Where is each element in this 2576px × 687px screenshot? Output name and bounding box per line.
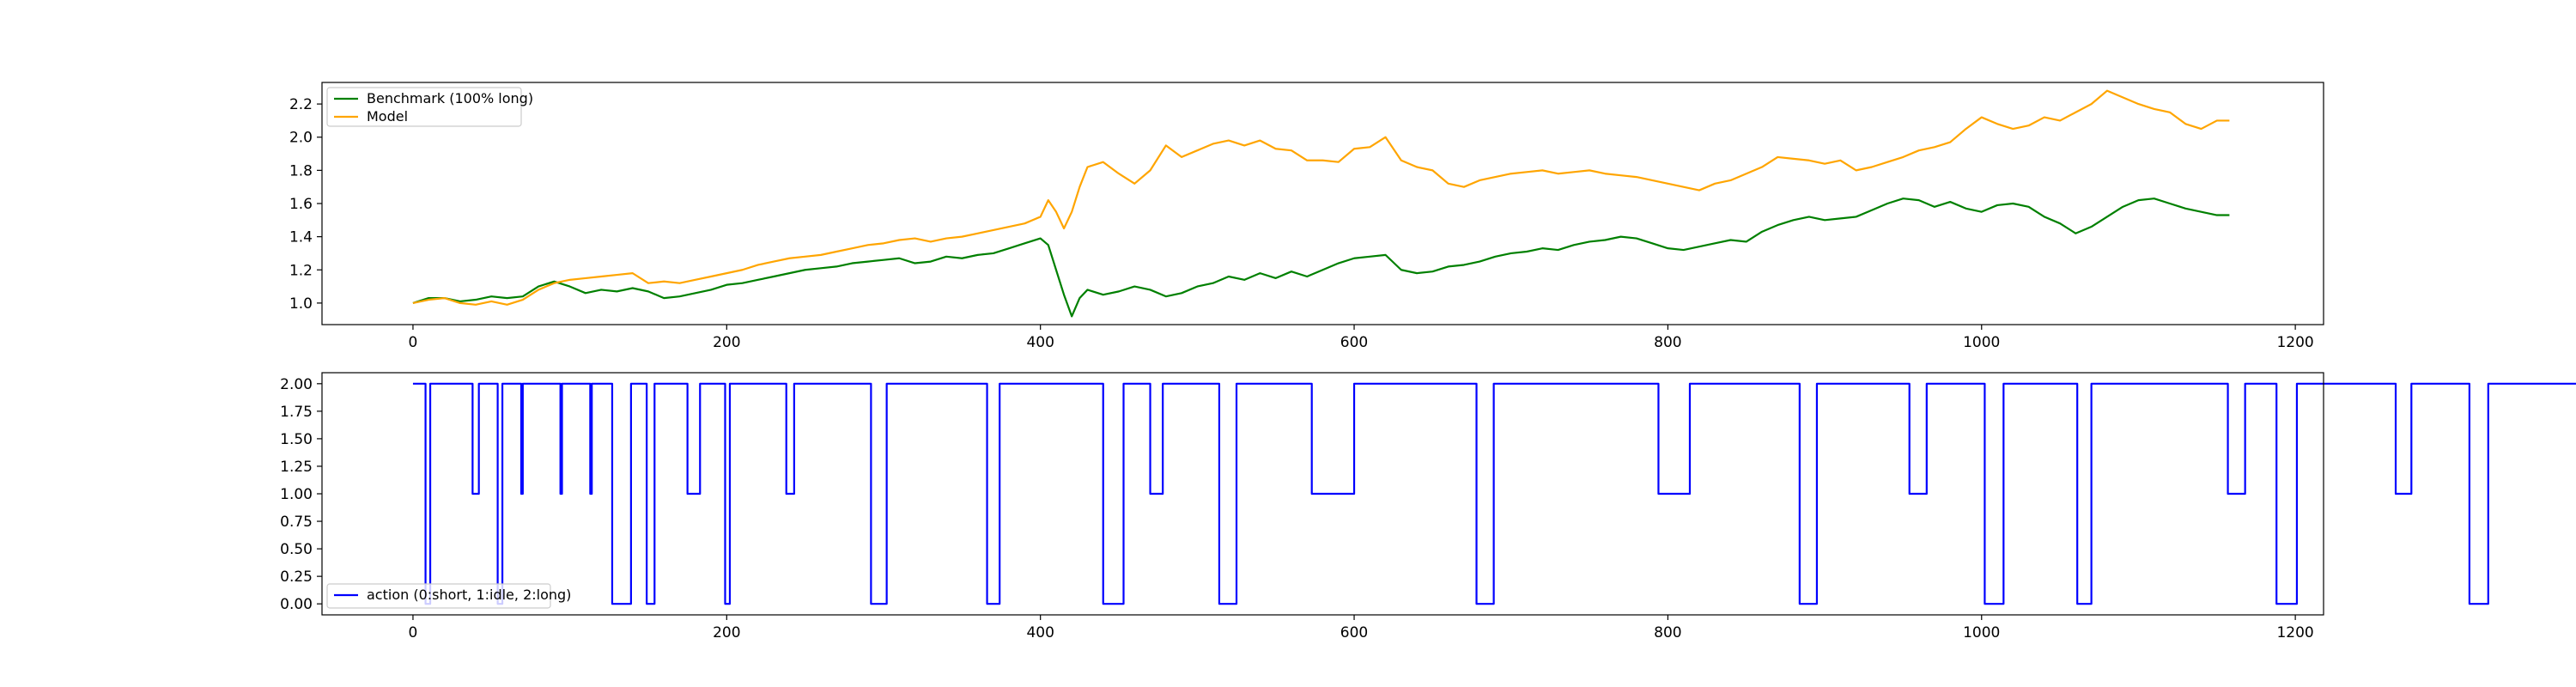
- y-tick-label: 1.50: [280, 431, 313, 448]
- y-tick-label: 1.4: [289, 229, 313, 246]
- x-tick-label: 600: [1340, 334, 1368, 351]
- legend-label: Model: [367, 108, 408, 125]
- x-tick-label: 1200: [2276, 334, 2313, 351]
- legend-label: Benchmark (100% long): [367, 90, 533, 106]
- action-legend: action (0:short, 1:idle, 2:long): [326, 583, 571, 609]
- y-tick-label: 2.00: [280, 376, 313, 393]
- x-tick-label: 200: [713, 334, 740, 351]
- y-tick-label: 1.25: [280, 459, 313, 476]
- x-tick-label: 1000: [1963, 334, 2000, 351]
- equity-chart: 0 200 400 600 800 1000 1200 1.0 1.2 1.4 1.6 1.8 2.0 2…: [289, 82, 2324, 351]
- x-tick-label: 600: [1340, 624, 1368, 641]
- y-tick-label: 0.25: [280, 568, 313, 586]
- y-tick-label: 0.50: [280, 541, 313, 558]
- y-tick-label: 1.8: [289, 162, 313, 179]
- y-tick-label: 1.6: [289, 196, 313, 213]
- series-line-1: [412, 198, 2230, 318]
- legend-box: [326, 583, 551, 609]
- y-tick-label: 0.75: [280, 514, 313, 531]
- x-tick-label: 200: [713, 624, 740, 641]
- y-tick-label: 2.0: [289, 130, 313, 147]
- x-tick-label: 400: [1026, 624, 1054, 641]
- y-tick-label: 1.0: [289, 295, 313, 313]
- x-tick-label: 0: [409, 624, 418, 641]
- x-tick-label: 800: [1654, 334, 1681, 351]
- legend-box: [326, 87, 522, 127]
- equity-legend: Benchmark (100% long) Model: [326, 87, 533, 127]
- x-tick-label: 1000: [1963, 624, 2000, 641]
- y-tick-label: 0.00: [280, 596, 313, 613]
- x-tick-label: 400: [1026, 334, 1054, 351]
- series-line-1: [412, 382, 2576, 605]
- series-line-2: [412, 89, 2230, 306]
- x-tick-label: 0: [409, 334, 418, 351]
- y-tick-label: 1.00: [280, 486, 313, 503]
- x-tick-label: 800: [1654, 624, 1681, 641]
- x-tick-label: 1200: [2276, 624, 2313, 641]
- y-tick-label: 2.2: [289, 96, 313, 113]
- y-tick-label: 1.75: [280, 404, 313, 421]
- legend-label: action (0:short, 1:idle, 2:long): [367, 587, 571, 603]
- action-chart: 0 200 400 600 800 1000 1200 0.00 0.25 0.50 0.75 1.0…: [280, 372, 2576, 641]
- y-tick-label: 1.2: [289, 262, 313, 279]
